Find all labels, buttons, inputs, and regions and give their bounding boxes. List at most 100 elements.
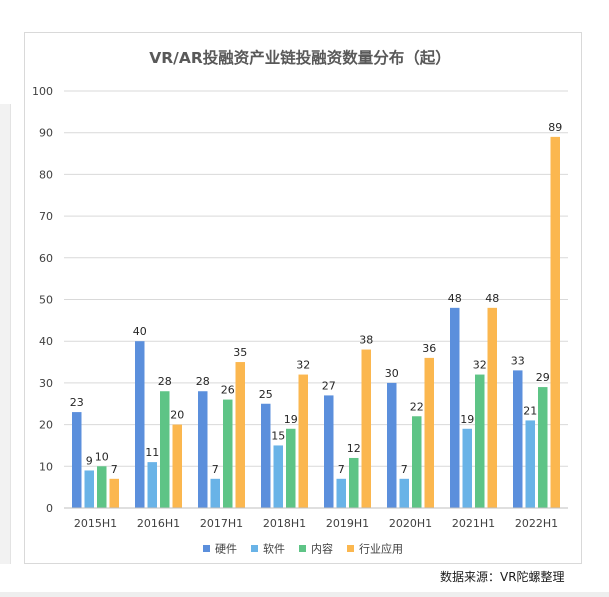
x-tick-label: 2017H1: [200, 517, 243, 530]
data-label: 19: [460, 413, 474, 426]
bar-2019H1-2: [349, 457, 359, 508]
data-label: 7: [401, 463, 408, 476]
legend-swatch: [347, 545, 354, 552]
legend-item-3: 行业应用: [347, 542, 403, 556]
y-axis-ticks: 0 10 20 30 40 50 60 70 80 90 100: [32, 85, 53, 515]
legend-item-2: 内容: [299, 542, 333, 556]
data-label: 38: [359, 334, 373, 347]
bar-2020H1-0: [387, 382, 397, 508]
legend-swatch: [203, 545, 210, 552]
x-tick-label: 2022H1: [515, 517, 558, 530]
bar-2018H1-2: [286, 428, 296, 508]
y-tick-label: 20: [39, 419, 53, 432]
data-label: 7: [111, 463, 118, 476]
data-label: 28: [158, 375, 172, 388]
left-edge-strip: [0, 104, 11, 564]
source-note: 数据来源：VR陀螺整理: [440, 570, 565, 584]
legend-item-1: 软件: [251, 542, 285, 556]
data-label: 7: [338, 463, 345, 476]
data-label: 26: [221, 384, 235, 397]
data-label: 20: [170, 409, 184, 422]
chart-title: VR/AR投融资产业链投融资数量分布（起）: [149, 48, 451, 67]
bar-2017H1-2: [223, 399, 233, 508]
y-tick-label: 40: [39, 335, 53, 348]
data-label: 23: [70, 396, 84, 409]
bar-2018H1-3: [298, 374, 308, 508]
bar-2020H1-1: [399, 478, 409, 508]
bar-2018H1-0: [261, 403, 271, 508]
bar-2020H1-2: [412, 416, 422, 508]
x-tick-label: 2018H1: [263, 517, 306, 530]
bar-2016H1-2: [160, 391, 170, 508]
data-label: 30: [385, 367, 399, 380]
bar-2017H1-1: [210, 478, 220, 508]
data-label: 28: [196, 375, 210, 388]
bar-2019H1-3: [361, 349, 371, 508]
x-axis-ticks: 2015H1 2016H1 2017H1 2018H1 2019H1 2020H1 2021…: [74, 517, 558, 530]
legend-label: 行业应用: [359, 542, 403, 556]
x-tick-label: 2016H1: [137, 517, 180, 530]
bar-2015H1-1: [84, 470, 94, 508]
data-label: 32: [473, 359, 487, 372]
legend: 硬件 软件 内容 行业应用: [203, 542, 403, 556]
bar-2016H1-1: [147, 462, 157, 508]
data-label: 48: [485, 292, 499, 305]
legend-swatch: [251, 545, 258, 552]
data-label: 12: [347, 442, 361, 455]
legend-label: 软件: [263, 542, 285, 556]
data-label: 27: [322, 379, 336, 392]
data-label: 9: [86, 454, 93, 467]
x-tick-label: 2020H1: [389, 517, 432, 530]
bar-2022H1-3: [550, 136, 560, 508]
legend-swatch: [299, 545, 306, 552]
bar-2022H1-0: [513, 370, 523, 508]
bar-2016H1-3: [172, 424, 182, 508]
bar-2022H1-2: [538, 387, 548, 508]
bar-2015H1-0: [72, 412, 82, 508]
x-tick-label: 2015H1: [74, 517, 117, 530]
y-tick-label: 100: [32, 85, 53, 98]
y-tick-label: 60: [39, 252, 53, 265]
data-label: 7: [212, 463, 219, 476]
y-tick-label: 0: [46, 502, 53, 515]
data-labels: 239 1074011282028726352515193227712383072…: [70, 121, 563, 476]
bar-2019H1-1: [336, 478, 346, 508]
legend-label: 硬件: [215, 543, 237, 556]
bar-2017H1-3: [235, 362, 245, 508]
data-label: 11: [145, 446, 159, 459]
bar-2016H1-0: [135, 341, 145, 508]
bar-2021H1-1: [462, 428, 472, 508]
legend-label: 内容: [311, 542, 333, 556]
data-label: 32: [296, 359, 310, 372]
bar-2019H1-0: [324, 395, 334, 508]
y-tick-label: 70: [39, 210, 53, 223]
bar-2021H1-0: [450, 307, 460, 508]
data-label: 29: [536, 371, 550, 384]
data-label: 33: [511, 354, 525, 367]
data-label: 35: [233, 346, 247, 359]
data-label: 10: [95, 450, 109, 463]
data-label: 89: [548, 121, 562, 134]
bar-2018H1-1: [273, 445, 283, 508]
data-label: 36: [422, 342, 436, 355]
x-tick-label: 2019H1: [326, 517, 369, 530]
bars: [72, 136, 560, 508]
bar-2015H1-3: [109, 478, 119, 508]
data-label: 21: [523, 404, 537, 417]
bottom-edge-strip: [0, 592, 609, 597]
y-tick-label: 50: [39, 294, 53, 307]
data-label: 15: [271, 429, 285, 442]
y-tick-label: 30: [39, 377, 53, 390]
data-label: 22: [410, 400, 424, 413]
y-tick-label: 80: [39, 168, 53, 181]
y-tick-label: 90: [39, 127, 53, 140]
data-label: 19: [284, 413, 298, 426]
data-label: 25: [259, 388, 273, 401]
bar-2022H1-1: [525, 420, 535, 508]
data-label: 40: [133, 325, 147, 338]
x-tick-label: 2021H1: [452, 517, 495, 530]
y-tick-label: 10: [39, 460, 53, 473]
bar-2021H1-2: [475, 374, 485, 508]
